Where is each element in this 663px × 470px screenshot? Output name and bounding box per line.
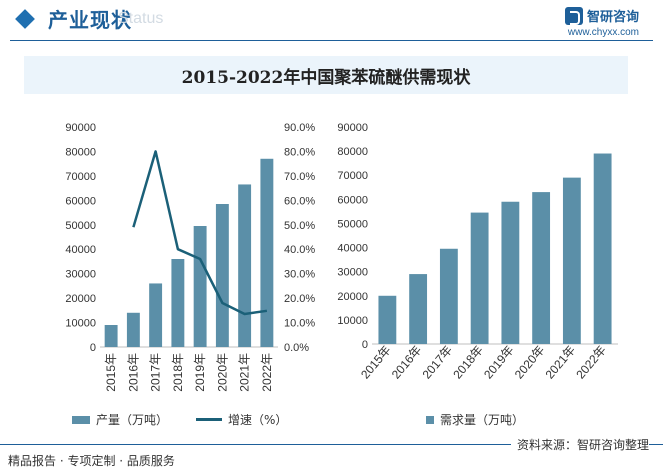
bar xyxy=(149,283,163,347)
section-title: 产业现状 xyxy=(48,8,132,32)
y-tick-label: 70000 xyxy=(337,170,368,182)
bar xyxy=(470,212,489,344)
y2-tick-label: 90.0% xyxy=(284,122,315,134)
y2-tick-label: 40.0% xyxy=(284,244,315,256)
bar xyxy=(532,192,551,344)
y-tick-label: 40000 xyxy=(65,244,96,256)
y2-tick-label: 30.0% xyxy=(284,269,315,281)
x-tick-label: 2019年 xyxy=(193,353,207,392)
bar xyxy=(378,295,397,344)
x-tick-label: 2020年 xyxy=(215,353,229,392)
legend-swatch-growth xyxy=(196,418,222,421)
section-ghost-text: Status xyxy=(118,10,164,27)
header-divider xyxy=(10,40,653,41)
y-tick-label: 50000 xyxy=(337,218,368,230)
y2-tick-label: 10.0% xyxy=(284,318,315,330)
x-tick-label: 2018年 xyxy=(171,353,185,392)
bar xyxy=(439,248,458,344)
x-tick-label: 2022年 xyxy=(260,353,274,392)
y-tick-label: 30000 xyxy=(337,267,368,279)
y2-tick-label: 0.0% xyxy=(284,342,309,354)
x-tick-label: 2021年 xyxy=(238,353,252,392)
bar xyxy=(501,201,520,344)
legend-label-growth: 增速（%） xyxy=(228,413,288,427)
footer-tagline: 精品报告 · 专项定制 · 品质服务 xyxy=(8,454,175,468)
legend-swatch-production xyxy=(72,415,90,424)
y-tick-label: 60000 xyxy=(337,194,368,206)
y2-tick-label: 80.0% xyxy=(284,146,315,158)
bar xyxy=(215,204,229,347)
legend-label-demand: 需求量（万吨） xyxy=(440,413,525,427)
y2-tick-label: 20.0% xyxy=(284,293,315,305)
y-tick-label: 10000 xyxy=(65,318,96,330)
x-tick-label: 2020年 xyxy=(512,343,548,382)
x-tick-label: 2016年 xyxy=(126,353,140,392)
y-tick-label: 0 xyxy=(90,342,96,354)
brand-logo-icon xyxy=(564,6,583,25)
x-tick-label: 2016年 xyxy=(389,343,425,382)
y2-tick-label: 70.0% xyxy=(284,171,315,183)
growth-line xyxy=(132,150,268,316)
legend-demand: 需求量（万吨） xyxy=(426,411,524,428)
footer-divider xyxy=(0,444,663,445)
y-tick-label: 20000 xyxy=(337,291,368,303)
x-tick-label: 2015年 xyxy=(104,353,118,392)
legend-production: 产量（万吨） xyxy=(72,411,168,428)
bar xyxy=(126,312,140,347)
y-tick-label: 70000 xyxy=(65,171,96,183)
x-tick-label: 2021年 xyxy=(543,343,579,382)
y-tick-label: 50000 xyxy=(65,220,96,232)
x-tick-label: 2022年 xyxy=(573,343,609,382)
brand-url: www.chyxx.com xyxy=(567,27,639,38)
y-tick-label: 30000 xyxy=(65,269,96,281)
chart-title: 2015-2022年中国聚苯硫醚供需现状 xyxy=(24,56,628,94)
y-tick-label: 90000 xyxy=(337,122,368,134)
bar xyxy=(193,226,207,347)
y-tick-label: 80000 xyxy=(337,146,368,158)
footer-source: 资料来源：智研咨询整理 xyxy=(510,436,649,453)
bar xyxy=(562,177,581,344)
bar xyxy=(171,259,185,347)
legend-swatch-demand xyxy=(426,415,434,424)
x-tick-label: 2019年 xyxy=(481,343,517,382)
y-tick-label: 90000 xyxy=(65,122,96,134)
x-tick-label: 2017年 xyxy=(420,343,456,382)
legend-growth: 增速（%） xyxy=(196,411,287,428)
bar xyxy=(593,153,612,344)
y-tick-label: 20000 xyxy=(65,293,96,305)
legend-label-production: 产量（万吨） xyxy=(96,413,169,427)
y-tick-label: 0 xyxy=(362,339,368,351)
y-tick-label: 10000 xyxy=(337,315,368,327)
y-tick-label: 80000 xyxy=(65,146,96,158)
bar xyxy=(409,274,428,344)
y2-tick-label: 50.0% xyxy=(284,220,315,232)
y2-tick-label: 60.0% xyxy=(284,195,315,207)
brand-name: 智研咨询 xyxy=(586,10,639,25)
x-tick-label: 2017年 xyxy=(149,353,163,392)
brand: 智研咨询 xyxy=(564,6,639,25)
y-tick-label: 40000 xyxy=(337,243,368,255)
bar xyxy=(260,158,274,347)
bar xyxy=(104,325,118,347)
x-tick-label: 2018年 xyxy=(450,343,486,382)
y-tick-label: 60000 xyxy=(65,195,96,207)
bar xyxy=(238,184,252,347)
